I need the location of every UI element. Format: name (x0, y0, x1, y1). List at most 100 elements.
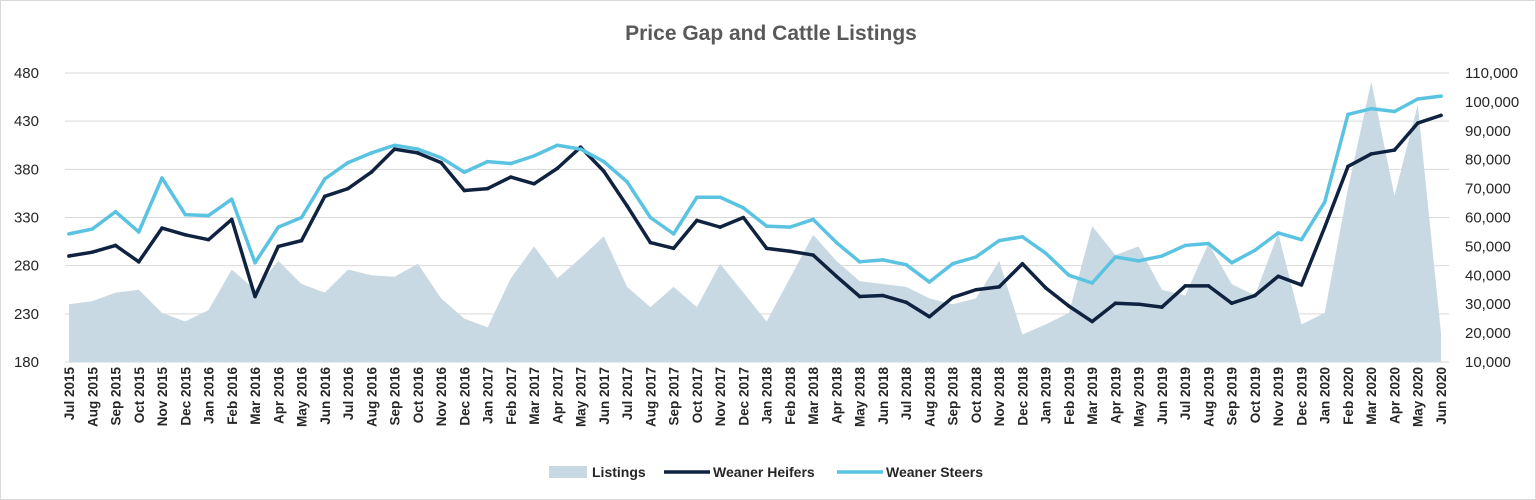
weaner-heifers-point (904, 300, 908, 305)
x-tick-label: Apr 2017 (550, 367, 565, 424)
legend-label-listings: Listings (592, 464, 646, 480)
legend-label-weaner-heifers: Weaner Heifers (713, 464, 815, 480)
weaner-heifers-point (1415, 121, 1420, 125)
weaner-heifers-point (67, 254, 71, 258)
weaner-heifers-point (439, 160, 443, 165)
weaner-steers-point (904, 262, 908, 267)
right-y-tick-label: 50,000 (1465, 238, 1511, 255)
weaner-heifers-point (509, 175, 513, 179)
x-tick-label: Jul 2017 (620, 367, 635, 420)
weaner-heifers-point (555, 166, 560, 171)
right-y-tick-label: 30,000 (1465, 296, 1511, 313)
x-tick-label: Oct 2019 (1248, 367, 1263, 423)
weaner-steers-point (299, 215, 304, 220)
x-tick-label: May 2017 (574, 367, 589, 427)
left-y-axis: 480 430 380 330 280 230 180 (14, 65, 39, 371)
weaner-heifers-point (1043, 286, 1048, 290)
right-y-tick-label: 60,000 (1465, 210, 1511, 227)
x-tick-label: May 2016 (295, 367, 310, 428)
weaner-heifers-point (927, 314, 932, 319)
weaner-heifers-point (206, 237, 211, 242)
weaner-heifers-point (1392, 148, 1397, 152)
weaner-steers-point (416, 147, 420, 151)
weaner-heifers-point (485, 186, 490, 191)
weaner-heifers-point (1276, 274, 1281, 279)
right-y-tick-label: 90,000 (1465, 123, 1511, 140)
left-y-tick-label: 430 (14, 113, 39, 130)
weaner-steers-point (136, 230, 141, 234)
weaner-steers-point (369, 151, 374, 155)
left-y-tick-label: 280 (14, 258, 39, 275)
x-tick-label: Feb 2016 (225, 367, 240, 425)
weaner-heifers-point (1183, 284, 1188, 288)
x-tick-label: Jan 2017 (481, 367, 496, 424)
weaner-heifers-point (764, 246, 769, 251)
x-tick-label: Sep 2015 (109, 367, 124, 426)
x-tick-label: Aug 2018 (922, 367, 937, 428)
listings-area (69, 81, 1441, 363)
x-tick-label: Apr 2019 (1108, 367, 1123, 424)
x-tick-label: Dec 2017 (736, 367, 751, 426)
weaner-heifers-point (1020, 261, 1025, 266)
weaner-heifers-point (671, 246, 676, 251)
x-tick-label: Feb 2019 (1062, 367, 1077, 425)
weaner-heifers-point (229, 217, 234, 222)
weaner-steers-point (834, 240, 839, 245)
weaner-steers-point (695, 195, 699, 200)
weaner-heifers-line (67, 113, 1443, 324)
x-tick-label: Jan 2019 (1039, 367, 1054, 424)
weaner-heifers-point (416, 151, 420, 155)
x-tick-label: Sep 2017 (667, 367, 682, 426)
weaner-steers-point (1136, 259, 1141, 263)
x-tick-label: Dec 2015 (178, 367, 193, 426)
x-tick-label: Jan 2020 (1318, 367, 1333, 424)
x-tick-label: Jun 2018 (876, 367, 891, 425)
weaner-steers-point (1299, 237, 1304, 242)
weaner-steers-point (1415, 97, 1420, 101)
weaner-steers-point (718, 195, 722, 200)
listings-area-layer (69, 81, 1441, 363)
x-tick-label: Mar 2019 (1085, 367, 1100, 425)
legend-label-weaner-steers: Weaner Steers (886, 464, 983, 480)
x-tick-label: Feb 2017 (504, 367, 519, 425)
x-tick-label: Nov 2017 (713, 367, 728, 426)
weaner-heifers-point (1160, 305, 1164, 309)
left-y-tick-label: 380 (14, 161, 39, 178)
weaner-steers-point (881, 258, 885, 262)
x-tick-label: Jun 2016 (318, 367, 333, 425)
weaner-heifers-point (1253, 293, 1257, 298)
line-series-layer (67, 94, 1443, 324)
weaner-steers-point (253, 260, 257, 265)
weaner-heifers-point (834, 274, 839, 279)
x-tick-label: Aug 2015 (85, 367, 100, 428)
x-tick-label: Jul 2016 (341, 367, 356, 421)
weaner-steers-point (1276, 231, 1281, 235)
weaner-steers-line (67, 94, 1443, 285)
weaner-steers-point (1346, 112, 1350, 117)
weaner-steers-point (625, 180, 629, 184)
weaner-steers-point (950, 261, 955, 266)
weaner-heifers-point (1136, 302, 1141, 307)
weaner-steers-point (602, 159, 606, 164)
weaner-steers-point (392, 143, 397, 148)
weaner-heifers-point (648, 240, 653, 245)
weaner-heifers-point (183, 233, 188, 237)
x-tick-label: Jun 2020 (1434, 367, 1449, 425)
x-tick-label: Jul 2015 (62, 367, 77, 421)
right-y-tick-label: 110,000 (1465, 65, 1518, 82)
weaner-steers-point (974, 255, 978, 259)
x-tick-label: Sep 2018 (946, 367, 961, 426)
weaner-heifers-point (299, 238, 304, 243)
weaner-steers-point (462, 170, 467, 175)
weaner-heifers-point (1113, 301, 1118, 306)
weaner-heifers-point (602, 169, 606, 174)
x-tick-label: Oct 2016 (411, 367, 426, 424)
weaner-steers-point (183, 212, 188, 217)
weaner-steers-point (1090, 281, 1094, 285)
weaner-steers-point (67, 232, 71, 236)
weaner-steers-point (788, 225, 792, 229)
weaner-heifers-point (811, 253, 815, 257)
left-y-tick-label: 180 (14, 354, 39, 371)
weaner-steers-point (1206, 241, 1211, 246)
left-y-tick-label: 330 (14, 210, 39, 227)
